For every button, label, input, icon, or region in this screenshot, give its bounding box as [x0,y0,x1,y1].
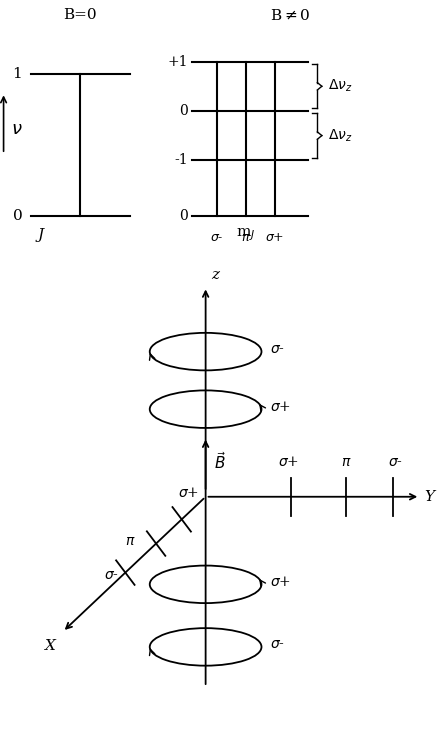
Text: z: z [211,267,219,282]
Text: J: J [37,228,43,241]
Text: 0: 0 [179,104,188,118]
Text: $\sigma$-: $\sigma$- [210,231,224,244]
Text: $\sigma$+: $\sigma$+ [278,455,299,469]
Text: $\sigma$-: $\sigma$- [270,637,285,651]
Text: $\sigma$-: $\sigma$- [104,568,118,582]
Text: $\pi$: $\pi$ [126,534,136,548]
Text: $\sigma$+: $\sigma$+ [270,400,291,414]
Text: $\sigma$+: $\sigma$+ [270,575,291,589]
Text: m$_J$: m$_J$ [236,227,256,244]
Text: $\sigma$+: $\sigma$+ [178,486,199,500]
Text: $\nu$: $\nu$ [11,120,23,138]
Text: B$\neq$0: B$\neq$0 [270,8,311,23]
Text: 0: 0 [13,208,22,223]
Text: Y: Y [425,490,435,503]
Text: $\sigma$+: $\sigma$+ [266,231,284,244]
Text: 1: 1 [13,67,22,81]
Text: X: X [45,639,56,654]
Text: B=0: B=0 [63,8,97,22]
Text: $\sigma$-: $\sigma$- [270,342,285,356]
Text: $\Delta\nu_z$: $\Delta\nu_z$ [328,128,352,143]
Text: $\sigma$-: $\sigma$- [388,455,403,469]
Text: $\vec{B}$: $\vec{B}$ [214,451,226,472]
Text: $\pi$: $\pi$ [241,231,251,244]
Text: $\pi$: $\pi$ [341,455,352,469]
Text: -1: -1 [174,153,188,167]
Text: 0: 0 [179,208,188,223]
Text: +1: +1 [167,55,188,69]
Text: $\Delta\nu_z$: $\Delta\nu_z$ [328,78,352,94]
